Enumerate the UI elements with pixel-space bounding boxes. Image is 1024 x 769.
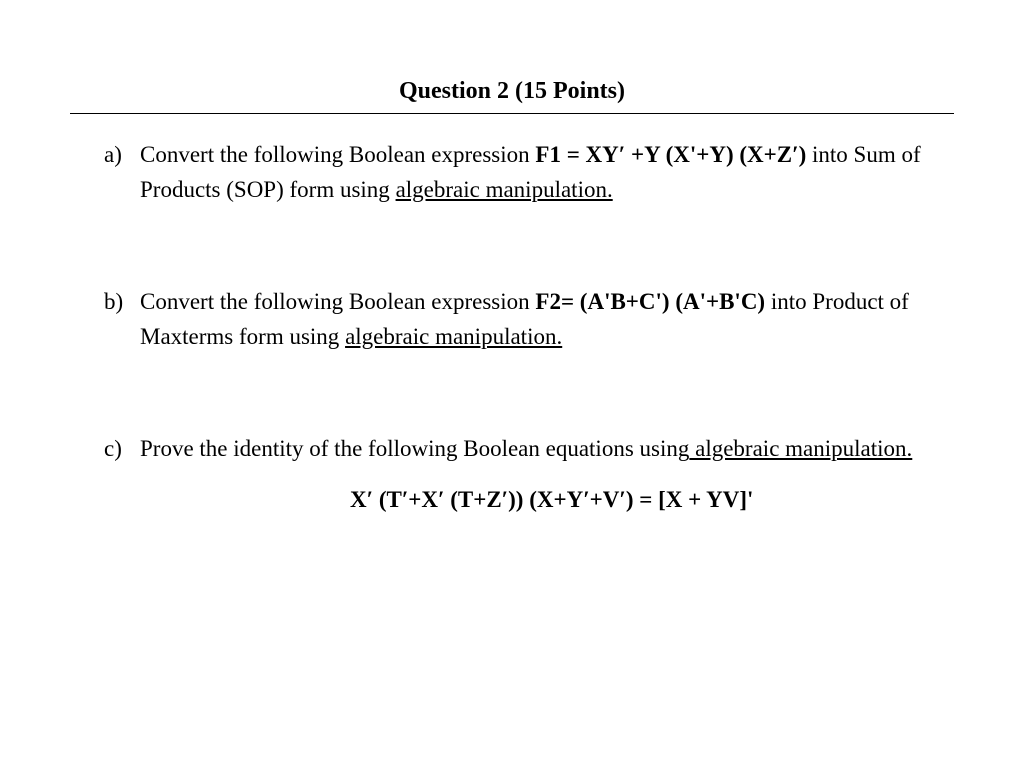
question-header: Question 2 (15 Points): [70, 78, 954, 114]
question-title: Question 2 (15 Points): [399, 78, 625, 104]
part-b-text-1: Convert the following Boolean expression: [140, 289, 535, 314]
part-a-underlined: algebraic manipulation.: [396, 177, 613, 202]
part-a-expression: F1 = XY′ +Y (X'+Y) (X+Z′): [535, 142, 806, 167]
part-b: b) Convert the following Boolean express…: [70, 285, 954, 354]
part-b-underlined: algebraic manipulation.: [345, 324, 562, 349]
part-b-label: b): [104, 285, 123, 320]
part-c-underlined: algebraic manipulation.: [689, 436, 912, 461]
part-c-label: c): [104, 432, 122, 467]
part-b-expression: F2= (A'B+C') (A'+B'C): [535, 289, 765, 314]
part-c-text-1: Prove the identity of the following Bool…: [140, 436, 689, 461]
part-c: c) Prove the identity of the following B…: [70, 432, 954, 467]
part-a-text-1: Convert the following Boolean expression: [140, 142, 535, 167]
part-a-label: a): [104, 138, 122, 173]
part-a: a) Convert the following Boolean express…: [70, 138, 954, 207]
part-c-equation: X′ (T′+X′ (T+Z′)) (X+Y′+V′) = [X + YV]': [70, 487, 954, 513]
